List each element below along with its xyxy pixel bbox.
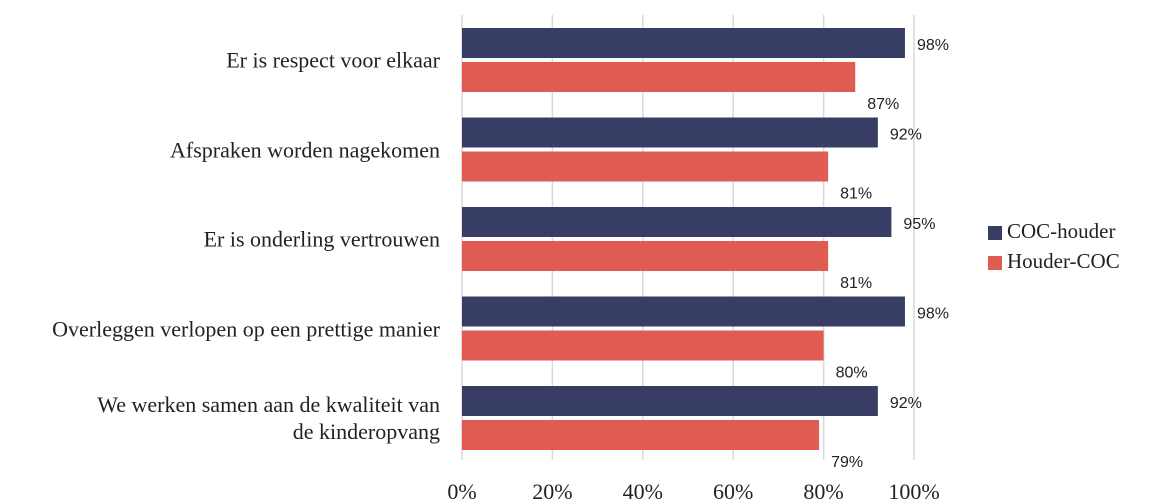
bar xyxy=(462,330,824,361)
value-label: 92% xyxy=(890,395,922,412)
x-tick-label: 60% xyxy=(713,479,753,504)
legend-swatch xyxy=(988,256,1002,270)
category-label: Afspraken worden nagekomen xyxy=(169,137,440,162)
legend-swatch xyxy=(988,226,1002,240)
value-label: 95% xyxy=(903,216,935,233)
category-label: Er is respect voor elkaar xyxy=(226,47,440,73)
bar xyxy=(462,151,829,182)
value-label: 79% xyxy=(831,454,863,471)
value-label: 80% xyxy=(836,365,868,382)
category-label: Overleggen verlopen op een prettige mani… xyxy=(52,316,440,341)
value-label: 98% xyxy=(917,306,949,323)
bar xyxy=(462,62,856,92)
x-tick-label: 80% xyxy=(803,479,843,504)
legend-label: Houder-COC xyxy=(1007,249,1120,273)
category-label: We werken samen aan de kwaliteit van de … xyxy=(97,392,440,444)
x-tick-label: 20% xyxy=(532,479,572,504)
x-tick-label: 0% xyxy=(447,479,476,504)
bar xyxy=(462,207,892,237)
bar xyxy=(462,296,905,327)
value-label: 92% xyxy=(890,127,922,144)
bar xyxy=(462,28,905,58)
value-label: 87% xyxy=(867,96,899,113)
bar xyxy=(462,117,878,148)
bar xyxy=(462,420,820,450)
legend-label: COC-houder xyxy=(1007,219,1116,243)
bar xyxy=(462,241,829,271)
value-label: 81% xyxy=(840,275,872,292)
value-label: 81% xyxy=(840,186,872,203)
bar xyxy=(462,386,878,416)
value-label: 98% xyxy=(917,37,949,54)
category-label: Er is onderling vertrouwen xyxy=(203,226,440,252)
x-tick-label: 40% xyxy=(623,479,663,504)
x-tick-label: 100% xyxy=(888,479,939,504)
